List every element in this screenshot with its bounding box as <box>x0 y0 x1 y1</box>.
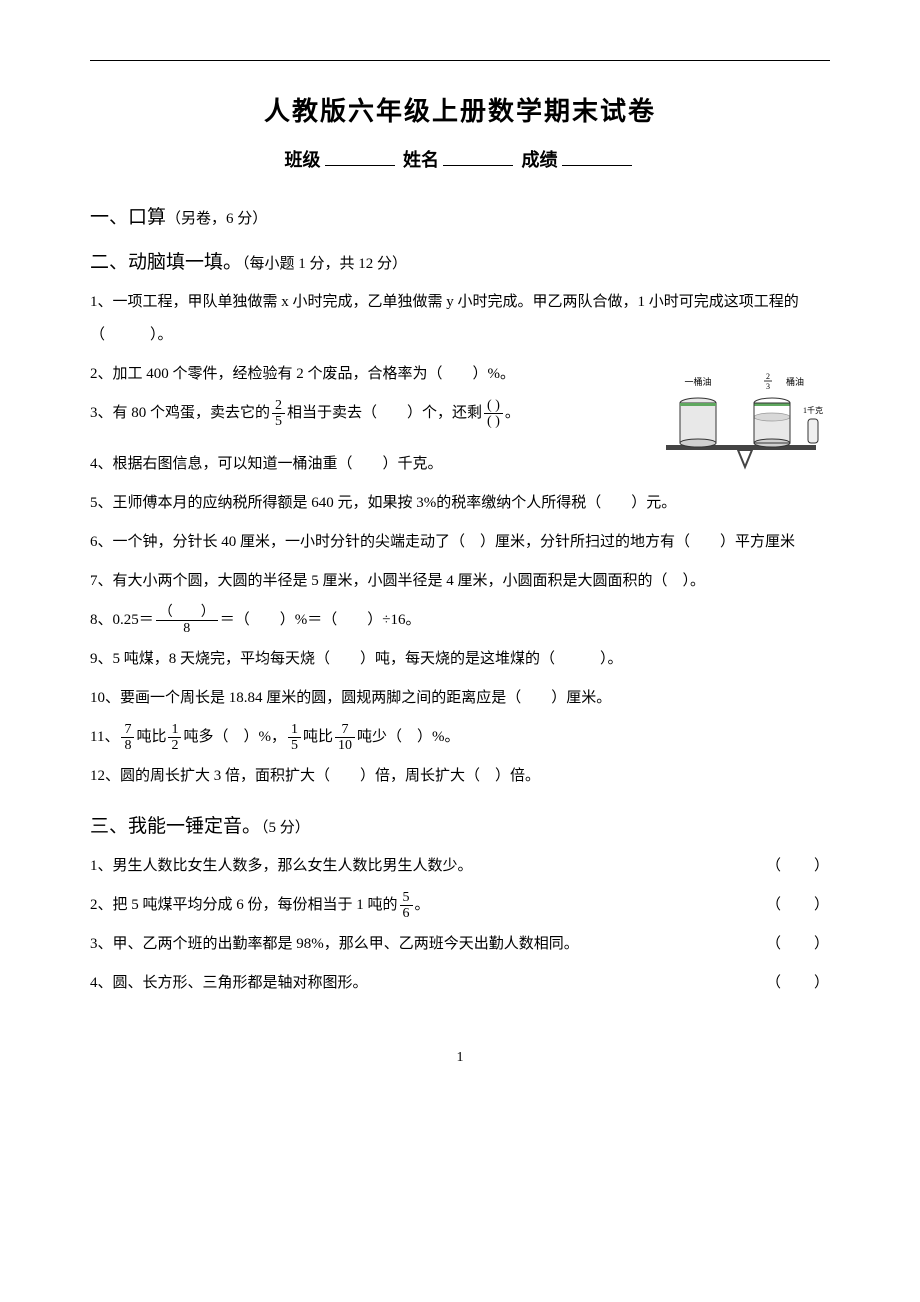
weight-label: 1千克 <box>803 405 823 415</box>
spacer <box>90 430 650 448</box>
page-number: 1 <box>90 1050 830 1066</box>
fill-q8-frac-num: （ ） <box>156 605 218 621</box>
section-3-title: 三、我能一锤定音。 <box>90 816 261 837</box>
fill-q11-c: 吨多（ ）%， <box>183 729 286 745</box>
fill-q8: 8、0.25＝（ ）8＝（ ）%＝（ ）÷16。 <box>90 604 830 637</box>
section-2-head: 二、动脑填一填。（每小题 1 分，共 12 分） <box>90 247 830 274</box>
fill-q11-f3-num: 1 <box>288 722 301 738</box>
fill-q3-frac2-num: ( ) <box>484 398 503 414</box>
fill-q11-e: 吨少（ ）%。 <box>357 729 460 745</box>
fill-q11-f4-num: 7 <box>335 722 355 738</box>
fill-q11: 11、78吨比12吨多（ ）%，15吨比710吨少（ ）%。 <box>90 721 830 754</box>
class-blank <box>325 146 395 166</box>
header-line: 班级 姓名 成绩 <box>90 146 830 172</box>
fill-q1: 1、一项工程，甲队单独做需 x 小时完成，乙单独做需 y 小时完成。甲乙两队合做… <box>90 286 830 352</box>
fill-q11-f4: 710 <box>335 722 355 754</box>
tf-q2-frac-num: 5 <box>400 890 413 906</box>
tf-q1-box: （ ） <box>746 850 830 883</box>
right-frac-den: 3 <box>766 382 770 391</box>
left-bucket-bottom <box>680 439 716 447</box>
fill-q6: 6、一个钟，分针长 40 厘米，一小时分针的尖端走动了（ ）厘米，分针所扫过的地… <box>90 526 830 559</box>
fill-q3-frac2: ( )( ) <box>484 398 503 430</box>
section-3-head: 三、我能一锤定音。（5 分） <box>90 811 830 838</box>
doc-title: 人教版六年级上册数学期末试卷 <box>90 91 830 128</box>
tf-q3: 3、甲、乙两个班的出勤率都是 98%，那么甲、乙两班今天出勤人数相同。 <box>90 928 579 961</box>
fill-q3-b: 相当于卖去（ ）个，还剩 <box>287 405 482 421</box>
fill-q7: 7、有大小两个圆，大圆的半径是 5 厘米，小圆半径是 4 厘米，小圆面积是大圆面… <box>90 565 830 598</box>
fill-q11-f2-den: 2 <box>168 738 181 753</box>
section-1-sub: （另卷，6 分） <box>166 211 267 227</box>
tf-q2-row: 2、把 5 吨煤平均分成 6 份，每份相当于 1 吨的56。 （ ） <box>90 889 830 922</box>
fill-q11-f4-den: 10 <box>335 738 355 753</box>
tf-q2-box: （ ） <box>746 889 830 922</box>
fill-q12: 12、圆的周长扩大 3 倍，面积扩大（ ）倍，周长扩大（ ）倍。 <box>90 760 830 793</box>
fill-q8-b: ＝（ ）%＝（ ）÷16。 <box>220 612 421 628</box>
fill-q3-c: 。 <box>505 405 520 421</box>
fill-q11-f3-den: 5 <box>288 738 301 753</box>
right-label-suffix: 桶油 <box>786 376 804 387</box>
fill-q11-b: 吨比 <box>136 729 166 745</box>
tf-q4-row: 4、圆、长方形、三角形都是轴对称图形。 （ ） <box>90 967 830 1000</box>
class-label: 班级 <box>285 150 321 170</box>
tf-q3-box: （ ） <box>746 928 830 961</box>
fill-q8-frac-den: 8 <box>156 621 218 636</box>
page: 人教版六年级上册数学期末试卷 班级 姓名 成绩 一、口算（另卷，6 分） 二、动… <box>0 0 920 1106</box>
fill-q3-a: 3、有 80 个鸡蛋，卖去它的 <box>90 405 270 421</box>
balance-diagram: 一桶油 2 3 桶油 1千克 <box>660 367 830 477</box>
name-blank <box>443 146 513 166</box>
fill-q3-frac1-den: 5 <box>272 414 285 429</box>
fill-q11-f1-num: 7 <box>121 722 134 738</box>
tf-q4: 4、圆、长方形、三角形都是轴对称图形。 <box>90 967 368 1000</box>
top-rule <box>90 60 830 61</box>
tf-q4-box: （ ） <box>746 967 830 1000</box>
fill-q3-q4-row: 3、有 80 个鸡蛋，卖去它的25相当于卖去（ ）个，还剩( )( )。 4、根… <box>90 397 830 481</box>
tf-q2: 2、把 5 吨煤平均分成 6 份，每份相当于 1 吨的56。 <box>90 889 430 922</box>
left-label: 一桶油 <box>684 376 711 387</box>
right-bucket-liquid-top <box>754 413 790 421</box>
fill-q3-frac1: 25 <box>272 398 285 430</box>
section-1-head: 一、口算（另卷，6 分） <box>90 202 830 229</box>
score-label: 成绩 <box>522 150 558 170</box>
fill-q11-f2-num: 1 <box>168 722 181 738</box>
fill-q11-f1-den: 8 <box>121 738 134 753</box>
fill-q11-f1: 78 <box>121 722 134 754</box>
fill-q8-a: 8、0.25＝ <box>90 612 154 628</box>
section-1-title: 一、口算 <box>90 207 166 228</box>
section-3-sub: （5 分） <box>261 820 310 836</box>
tf-q2-frac: 56 <box>400 890 413 922</box>
score-blank <box>562 146 632 166</box>
fill-q11-f3: 15 <box>288 722 301 754</box>
fill-q4: 4、根据右图信息，可以知道一桶油重（ ）千克。 <box>90 448 650 481</box>
fill-q3-frac2-den: ( ) <box>484 414 503 429</box>
fill-q9: 9、5 吨煤，8 天烧完，平均每天烧（ ）吨，每天烧的是这堆煤的（ ）。 <box>90 643 830 676</box>
fill-q11-d: 吨比 <box>303 729 333 745</box>
section-2-sub: （每小题 1 分，共 12 分） <box>242 256 407 272</box>
left-bucket-body <box>680 403 716 443</box>
tf-q2-frac-den: 6 <box>400 906 413 921</box>
fill-q11-a: 11、 <box>90 729 119 745</box>
tf-q2-a: 2、把 5 吨煤平均分成 6 份，每份相当于 1 吨的 <box>90 897 398 913</box>
fill-q5: 5、王师傅本月的应纳税所得额是 640 元，如果按 3%的税率缴纳个人所得税（ … <box>90 487 830 520</box>
fill-q3-frac1-num: 2 <box>272 398 285 414</box>
fill-q3-q4-text: 3、有 80 个鸡蛋，卖去它的25相当于卖去（ ）个，还剩( )( )。 4、根… <box>90 397 650 481</box>
name-label: 姓名 <box>403 150 439 170</box>
tf-q1-row: 1、男生人数比女生人数多，那么女生人数比男生人数少。 （ ） <box>90 850 830 883</box>
tf-q2-b: 。 <box>415 897 430 913</box>
fill-q11-f2: 12 <box>168 722 181 754</box>
left-bucket-rim <box>680 403 716 406</box>
weight-cylinder <box>808 419 818 443</box>
fulcrum <box>738 450 752 467</box>
fill-q3: 3、有 80 个鸡蛋，卖去它的25相当于卖去（ ）个，还剩( )( )。 <box>90 397 650 430</box>
section-2-title: 二、动脑填一填。 <box>90 252 242 273</box>
tf-q1: 1、男生人数比女生人数多，那么女生人数比男生人数少。 <box>90 850 473 883</box>
right-frac-num: 2 <box>766 372 770 381</box>
fill-q10: 10、要画一个周长是 18.84 厘米的圆，圆规两脚之间的距离应是（ ）厘米。 <box>90 682 830 715</box>
fill-q8-frac: （ ）8 <box>156 605 218 637</box>
tf-q3-row: 3、甲、乙两个班的出勤率都是 98%，那么甲、乙两班今天出勤人数相同。 （ ） <box>90 928 830 961</box>
